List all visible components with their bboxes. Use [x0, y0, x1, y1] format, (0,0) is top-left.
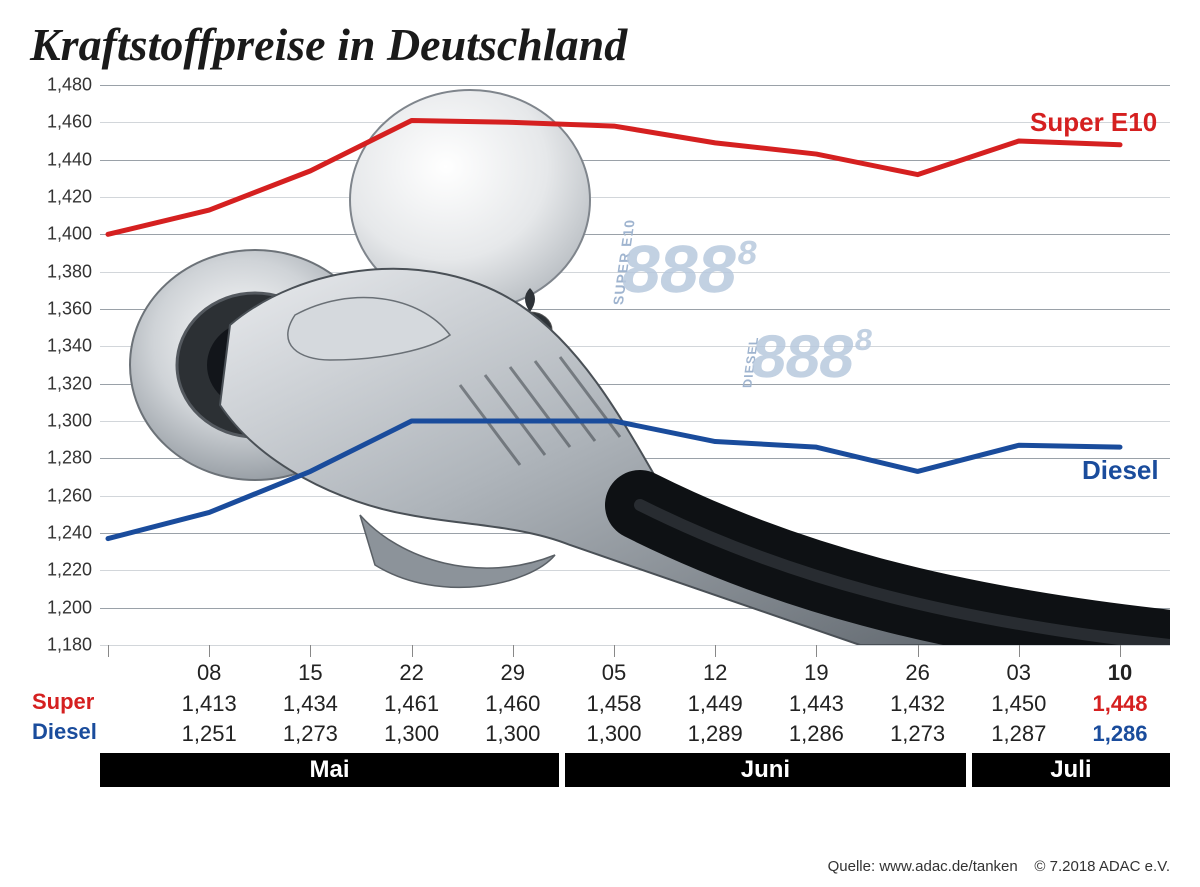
price-value: 1,449: [688, 691, 743, 717]
price-value: 1,300: [384, 721, 439, 747]
x-day-label: 22: [399, 660, 423, 686]
plot-area: SUPER E108888 DIESEL8888 Super E10 Diese…: [100, 85, 1170, 645]
price-value: 1,458: [586, 691, 641, 717]
copyright: © 7.2018 ADAC e.V.: [1034, 858, 1170, 875]
series-line: [108, 120, 1120, 234]
price-value: 1,286: [789, 721, 844, 747]
month-segment: Juni: [565, 753, 966, 787]
y-tick-label: 1,260: [47, 485, 92, 506]
price-value: 1,289: [688, 721, 743, 747]
price-value: 1,286: [1092, 721, 1147, 747]
series-label-super: Super E10: [1030, 107, 1157, 138]
price-value: 1,413: [182, 691, 237, 717]
x-day-label: 03: [1007, 660, 1031, 686]
x-day-label: 08: [197, 660, 221, 686]
y-tick-label: 1,320: [47, 373, 92, 394]
price-value: 1,434: [283, 691, 338, 717]
x-day-label: 19: [804, 660, 828, 686]
y-tick-label: 1,380: [47, 261, 92, 282]
y-tick-label: 1,440: [47, 149, 92, 170]
y-tick-label: 1,200: [47, 597, 92, 618]
price-value: 1,450: [991, 691, 1046, 717]
value-row-super: 1,413 1,434 1,461 1,460 1,458 1,449 1,443 1,432…: [100, 691, 1170, 719]
chart-title: Kraftstoffpreise in Deutschland: [30, 18, 627, 71]
y-axis: 1,4801,4601,4401,4201,4001,3801,3601,340…: [30, 85, 98, 645]
chart-area: 1,4801,4601,4401,4201,4001,3801,3601,340…: [30, 85, 1170, 705]
price-value: 1,273: [283, 721, 338, 747]
x-day-label: 12: [703, 660, 727, 686]
month-segment: Mai: [100, 753, 559, 787]
price-value: 1,432: [890, 691, 945, 717]
y-tick-label: 1,460: [47, 112, 92, 133]
y-tick-label: 1,280: [47, 448, 92, 469]
y-tick-label: 1,360: [47, 299, 92, 320]
value-row-diesel: 1,251 1,273 1,300 1,300 1,300 1,289 1,286 1,273…: [100, 721, 1170, 749]
row-label-super: Super: [32, 689, 94, 715]
price-value: 1,300: [485, 721, 540, 747]
price-value: 1,460: [485, 691, 540, 717]
x-day-label: 15: [298, 660, 322, 686]
y-tick-label: 1,480: [47, 75, 92, 96]
y-tick-label: 1,340: [47, 336, 92, 357]
y-tick-label: 1,220: [47, 560, 92, 581]
y-tick-label: 1,300: [47, 411, 92, 432]
x-day-label: 29: [501, 660, 525, 686]
x-day-label: 10: [1108, 660, 1132, 686]
x-day-labels: 08 15 22 29 05 12 19 26 03 10: [100, 660, 1170, 688]
month-bar: MaiJuniJuli: [100, 753, 1170, 787]
price-value: 1,443: [789, 691, 844, 717]
price-value: 1,251: [182, 721, 237, 747]
x-day-label: 26: [905, 660, 929, 686]
source-url: www.adac.de/tanken: [879, 858, 1017, 875]
y-tick-label: 1,400: [47, 224, 92, 245]
price-value: 1,461: [384, 691, 439, 717]
price-value: 1,287: [991, 721, 1046, 747]
y-tick-label: 1,240: [47, 523, 92, 544]
x-tick-marks: [100, 645, 1170, 659]
line-svg: [100, 85, 1170, 645]
x-day-label: 05: [602, 660, 626, 686]
source-label: Quelle:: [828, 858, 876, 875]
y-tick-label: 1,420: [47, 187, 92, 208]
series-line: [108, 421, 1120, 539]
price-value: 1,448: [1092, 691, 1147, 717]
row-label-diesel: Diesel: [32, 719, 97, 745]
series-label-diesel: Diesel: [1082, 455, 1159, 486]
price-value: 1,300: [586, 721, 641, 747]
footer: Quelle: www.adac.de/tanken © 7.2018 ADAC…: [828, 858, 1170, 875]
price-value: 1,273: [890, 721, 945, 747]
month-segment: Juli: [972, 753, 1170, 787]
y-tick-label: 1,180: [47, 635, 92, 656]
